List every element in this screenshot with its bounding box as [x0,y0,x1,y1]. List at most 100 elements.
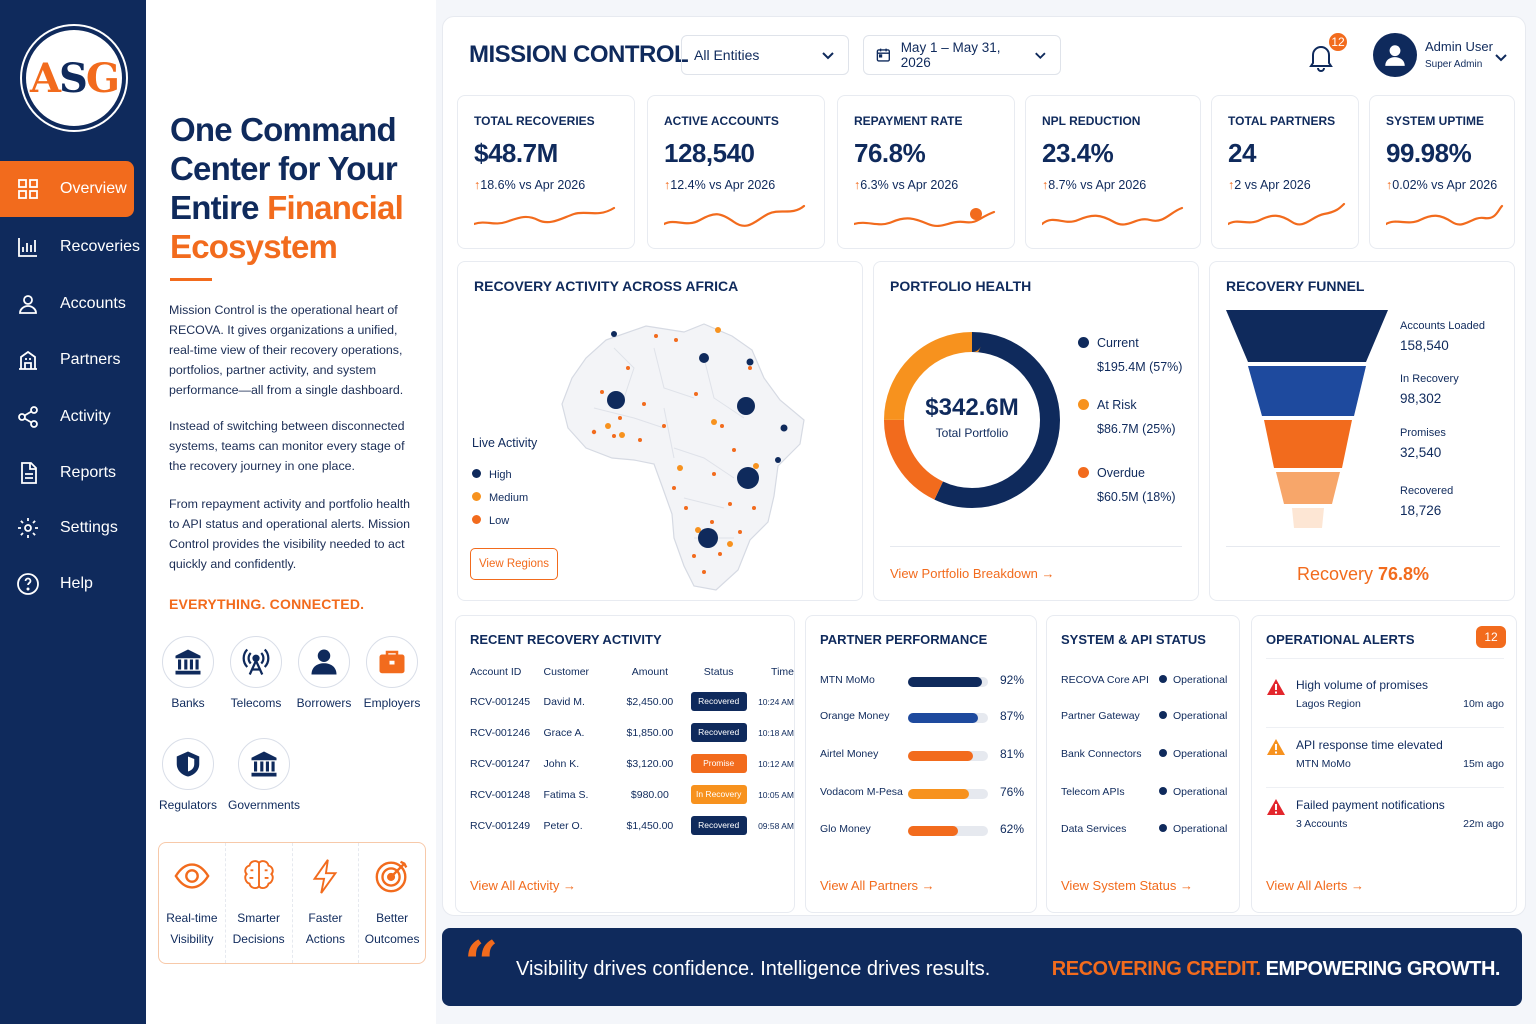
briefcase-icon [379,650,405,674]
benefit-line2: Outcomes [364,932,420,946]
kpi-card[interactable]: NPL REDUCTION 23.4% ↑8.7% vs Apr 2026 [1025,95,1201,249]
eye-icon [174,863,210,889]
kpi-card[interactable]: REPAYMENT RATE 76.8% ↑6.3% vs Apr 2026 [837,95,1015,249]
legend-swatch [1078,467,1089,478]
partner-row[interactable]: Airtel Money 81% [820,744,1024,764]
bank-icon [175,649,201,675]
notification-badge[interactable]: 12 [1327,31,1349,53]
view-regions-button[interactable]: View Regions [470,548,558,580]
sidebar-item-activity[interactable]: Activity [0,389,134,445]
alert-row[interactable]: Failed payment notifications 3 Accounts … [1266,792,1504,848]
alert-row[interactable]: API response time elevated MTN MoMo 15m … [1266,732,1504,788]
sidebar-item-settings[interactable]: Settings [0,500,134,556]
partner-row[interactable]: Glo Money 62% [820,819,1024,839]
partner-row[interactable]: MTN MoMo 92% [820,670,1024,690]
africa-map[interactable] [554,308,814,598]
page-title: MISSION CONTROL [469,41,689,68]
kpi-card[interactable]: TOTAL RECOVERIES $48.7M ↑18.6% vs Apr 20… [457,95,635,249]
sidebar-item-reports[interactable]: Reports [0,445,134,501]
divider [890,546,1182,547]
sidebar-item-partners[interactable]: Partners [0,332,134,388]
kpi-change: ↑18.6% vs Apr 2026 [474,178,585,192]
sidebar-item-accounts[interactable]: Accounts [0,276,134,332]
column-header: Customer [543,666,590,678]
partner-percent: 62% [999,822,1024,836]
sidebar-item-overview[interactable]: Overview [0,161,134,217]
arrow-right-icon: → [1180,878,1193,893]
column-header: Time [771,666,794,678]
legend-label: Low [489,515,510,527]
kpi-card[interactable]: SYSTEM UPTIME 99.98% ↑0.02% vs Apr 2026 [1369,95,1515,249]
kpi-change-text: 6.3% vs Apr 2026 [860,178,959,192]
chevron-down-icon[interactable] [1493,49,1509,65]
table-row[interactable]: RCV-001249 Peter O. $1,450.00 Recovered … [470,810,794,841]
building-icon [19,350,37,370]
view-portfolio-breakdown-link[interactable]: View Portfolio Breakdown → [890,566,1055,581]
dashboard-panel: MISSION CONTROL All Entities May 1 – May… [442,16,1526,916]
user-role: Super Admin [1425,59,1483,70]
tagline-text: EMPOWERING GROWTH. [1260,958,1501,980]
partner-row[interactable]: Vodacom M-Pesa 76% [820,782,1024,802]
table-row[interactable]: RCV-001246 Grace A. $1,850.00 Recovered … [470,717,794,748]
table-row[interactable]: RCV-001247 John K. $3,120.00 Promise 10:… [470,748,794,779]
funnel-label: Promises [1400,427,1446,439]
link-label: View All Alerts [1266,878,1348,893]
brand-logo[interactable]: ASG [22,26,126,130]
user-name[interactable]: Admin User [1425,39,1493,54]
operational-alerts-card: OPERATIONAL ALERTS 12 High volume of pro… [1251,615,1517,913]
date-range-dropdown[interactable]: May 1 – May 31, 2026 [863,35,1061,75]
view-system-status-link[interactable]: View System Status → [1061,878,1193,893]
intro-paragraph: Instead of switching between disconnecte… [169,419,405,473]
divider [1266,658,1504,659]
donut-center: $342.6M Total Portfolio [882,394,1062,440]
legend-item-low: Low [472,510,528,533]
kpi-card[interactable]: ACTIVE ACCOUNTS 128,540 ↑12.4% vs Apr 20… [647,95,825,249]
view-all-partners-link[interactable]: View All Partners → [820,878,935,893]
table-row[interactable]: RCV-001245 David M. $2,450.00 Recovered … [470,686,794,717]
sparkline [664,204,806,227]
view-all-alerts-link[interactable]: View All Alerts → [1266,878,1364,893]
sidebar-item-help[interactable]: Help [0,556,134,612]
ecosystem-label: Banks [171,696,205,710]
spark-marker [970,208,982,220]
kpi-change: ↑0.02% vs Apr 2026 [1386,178,1497,192]
donut-slice-overdue [884,332,1060,508]
funnel-value: 32,540 [1400,445,1442,460]
benefit-line1: Real-time [166,911,218,925]
legend-item-high: High [472,464,528,487]
column-header: Account ID [470,666,522,678]
intro-paragraph: From repayment activity and portfolio he… [169,497,411,571]
funnel-value: 98,302 [1400,391,1442,406]
customer-name: John K. [543,757,580,770]
map-card: RECOVERY ACTIVITY ACROSS AFRICA Live Act… [457,261,863,601]
alert-row[interactable]: High volume of promises Lagos Region 10m… [1266,672,1504,728]
benefit-actions: Faster Actions [293,843,360,963]
funnel-value: 158,540 [1400,338,1449,353]
view-all-activity-link[interactable]: View All Activity → [470,878,576,893]
sparkline [474,206,616,226]
bell-icon[interactable] [1305,41,1337,73]
card-title: OPERATIONAL ALERTS [1266,632,1415,647]
system-status: Operational [1159,786,1227,798]
sidebar-item-recoveries[interactable]: Recoveries [0,219,140,275]
gear-icon [18,518,38,538]
help-icon [17,573,39,595]
partner-row[interactable]: Orange Money 87% [820,706,1024,726]
system-status: Operational [1159,823,1227,835]
avatar[interactable] [1373,33,1417,77]
funnel-stage-promises [1264,420,1352,468]
legend-label: High [489,469,512,481]
entity-filter-dropdown[interactable]: All Entities [681,35,849,75]
kpi-card[interactable]: TOTAL PARTNERS 24 ↑2 vs Apr 2026 [1211,95,1359,249]
status-dot [1159,824,1167,832]
kpi-label: SYSTEM UPTIME [1386,114,1485,128]
status-dot [1159,711,1167,719]
sidebar-item-label: Partners [60,351,121,368]
portfolio-legend-item: Current $195.4M (57%) [1078,336,1182,374]
table-row[interactable]: RCV-001248 Fatima S. $980.00 In Recovery… [470,779,794,810]
kpi-label: TOTAL PARTNERS [1228,114,1336,128]
status-dot [1159,675,1167,683]
warning-icon [1267,799,1285,815]
kpi-value: 76.8% [854,138,926,168]
column-header: Status [703,666,734,678]
